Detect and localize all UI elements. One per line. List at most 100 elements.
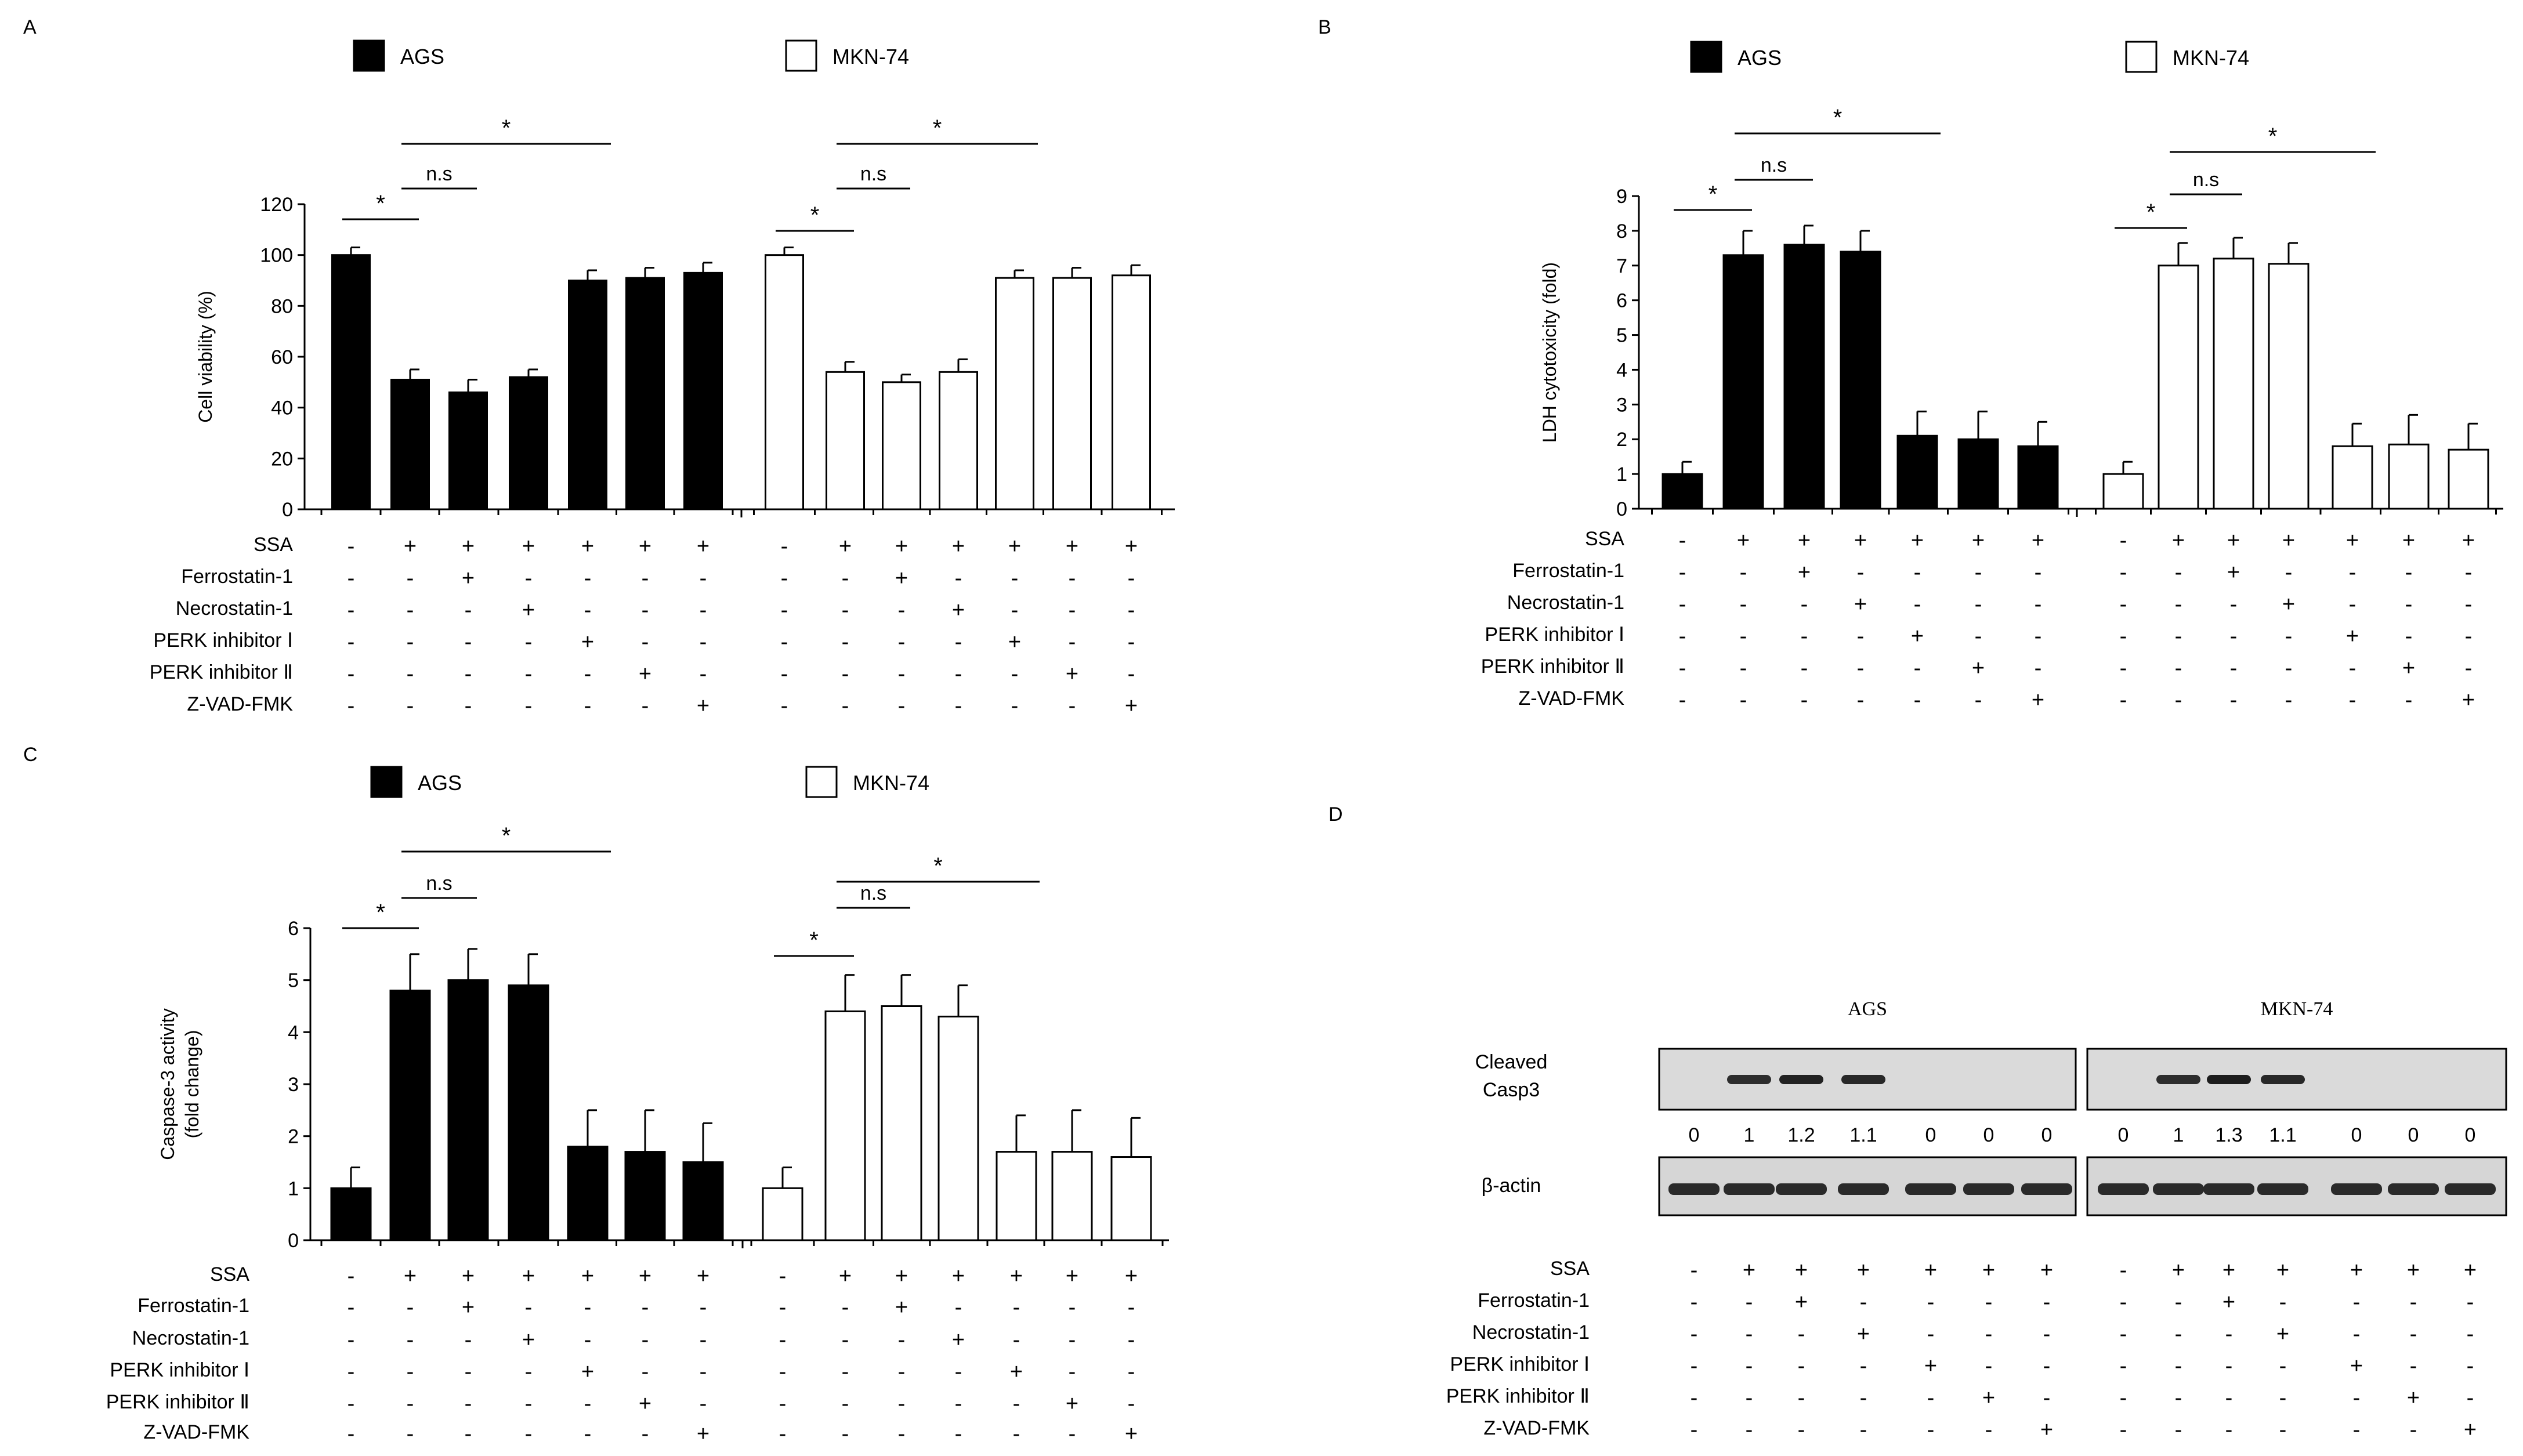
actin-band — [2388, 1183, 2439, 1195]
condition-row-label: SSA — [210, 1263, 249, 1285]
bar-ags — [683, 271, 723, 510]
condition-mark: - — [642, 694, 649, 718]
condition-mark: - — [2120, 1386, 2127, 1410]
condition-mark: + — [697, 694, 710, 718]
y-tick-label: 3 — [288, 1074, 299, 1096]
condition-mark: + — [1972, 528, 1985, 553]
condition-mark: - — [525, 566, 533, 591]
condition-mark: + — [1125, 534, 1138, 559]
condition-mark: - — [898, 1328, 906, 1352]
condition-row-label: PERK inhibitor Ⅰ — [1485, 624, 1624, 646]
condition-mark: - — [898, 1422, 906, 1446]
condition-mark: - — [2410, 1354, 2417, 1378]
casp3-band — [2207, 1075, 2251, 1084]
casp3-quant-value: 0 — [1925, 1124, 1936, 1146]
y-tick-label: 9 — [1616, 186, 1627, 208]
condition-mark: - — [2285, 656, 2293, 680]
condition-mark: - — [584, 694, 592, 718]
condition-mark: - — [1013, 1328, 1020, 1352]
bar-mkn74 — [881, 1005, 922, 1241]
condition-mark: + — [1795, 1258, 1808, 1283]
condition-mark: - — [1128, 630, 1135, 654]
condition-mark: - — [898, 662, 906, 686]
condition-mark: - — [898, 694, 906, 718]
bar-mkn74 — [2102, 473, 2144, 510]
bar-mkn74 — [826, 371, 865, 510]
condition-mark: + — [404, 534, 417, 559]
legend-swatch-ags — [353, 39, 385, 72]
condition-mark: + — [2346, 528, 2359, 553]
bar-mkn74 — [1112, 274, 1151, 510]
condition-mark: + — [1854, 592, 1867, 617]
condition-mark: + — [895, 534, 908, 559]
condition-mark: - — [842, 1295, 849, 1320]
condition-mark: + — [895, 1295, 908, 1320]
condition-mark: + — [2464, 1258, 2477, 1283]
condition-mark: - — [700, 1360, 707, 1384]
condition-mark: + — [2227, 560, 2240, 585]
condition-mark: + — [2276, 1258, 2289, 1283]
condition-mark: - — [842, 566, 849, 591]
condition-mark: - — [898, 1392, 906, 1416]
condition-mark: + — [639, 534, 651, 559]
bar-ags — [448, 391, 488, 510]
actin-band — [1963, 1183, 2014, 1195]
condition-mark: - — [1985, 1418, 1993, 1442]
actin-band — [2257, 1183, 2308, 1195]
condition-mark: - — [407, 566, 414, 591]
condition-mark: + — [1066, 534, 1078, 559]
condition-mark: - — [2405, 624, 2413, 649]
condition-mark: - — [2279, 1386, 2287, 1410]
legend-swatch-ags — [370, 766, 403, 798]
casp3-quant-value: 1 — [1744, 1124, 1755, 1146]
condition-mark: - — [407, 1422, 414, 1446]
condition-mark: - — [2279, 1418, 2287, 1442]
condition-mark: - — [2175, 656, 2182, 680]
condition-mark: + — [1066, 1392, 1078, 1416]
condition-mark: - — [700, 662, 707, 686]
bar-ags — [390, 378, 430, 510]
bar-ags — [1840, 251, 1881, 510]
condition-mark: - — [2349, 688, 2357, 712]
condition-mark: - — [407, 598, 414, 622]
condition-mark: - — [2410, 1290, 2417, 1314]
bar-mkn74 — [824, 1010, 866, 1241]
condition-mark: - — [779, 1360, 787, 1384]
significance-label: * — [502, 115, 511, 141]
condition-mark: - — [2230, 624, 2238, 649]
condition-mark: - — [2467, 1290, 2474, 1314]
y-axis-label: Cell viability (%) — [195, 291, 216, 423]
condition-mark: - — [1128, 598, 1135, 622]
condition-mark: - — [347, 1295, 355, 1320]
condition-mark: - — [1679, 592, 1686, 617]
y-tick-label: 100 — [260, 245, 293, 267]
condition-mark: - — [700, 1295, 707, 1320]
panel-d-western-blot: AGS MKN-74 Cleaved Casp3 β-actin 0 1 1.2 1.1 0 0 0 0… — [1446, 998, 2507, 1442]
condition-mark: - — [2035, 656, 2042, 680]
condition-mark: - — [2175, 688, 2182, 712]
condition-row-label: PERK inhibitor Ⅰ — [1450, 1353, 1590, 1375]
casp3-band — [1841, 1075, 1885, 1084]
condition-mark: - — [2465, 656, 2473, 680]
condition-mark: - — [525, 1422, 533, 1446]
blot-group-title-ags: AGS — [1848, 998, 1887, 1020]
condition-mark: - — [1679, 656, 1686, 680]
condition-mark: - — [1069, 1295, 1076, 1320]
condition-mark: - — [2120, 560, 2127, 585]
condition-mark: - — [2225, 1322, 2233, 1346]
condition-mark: - — [347, 1392, 355, 1416]
actin-band — [2021, 1183, 2072, 1195]
condition-row-label: PERK inhibitor Ⅰ — [110, 1359, 249, 1381]
y-tick-label: 0 — [288, 1230, 299, 1252]
condition-mark: - — [2353, 1418, 2361, 1442]
condition-mark: - — [779, 1264, 787, 1288]
condition-mark: - — [1985, 1354, 1993, 1378]
condition-mark: - — [407, 694, 414, 718]
condition-mark: - — [642, 630, 649, 654]
condition-mark: + — [2346, 624, 2359, 649]
condition-mark: - — [1691, 1258, 1698, 1283]
bar-mkn74 — [2213, 258, 2254, 510]
significance-label: * — [810, 202, 820, 228]
bar-ags — [331, 254, 371, 510]
condition-mark: + — [1798, 560, 1811, 585]
